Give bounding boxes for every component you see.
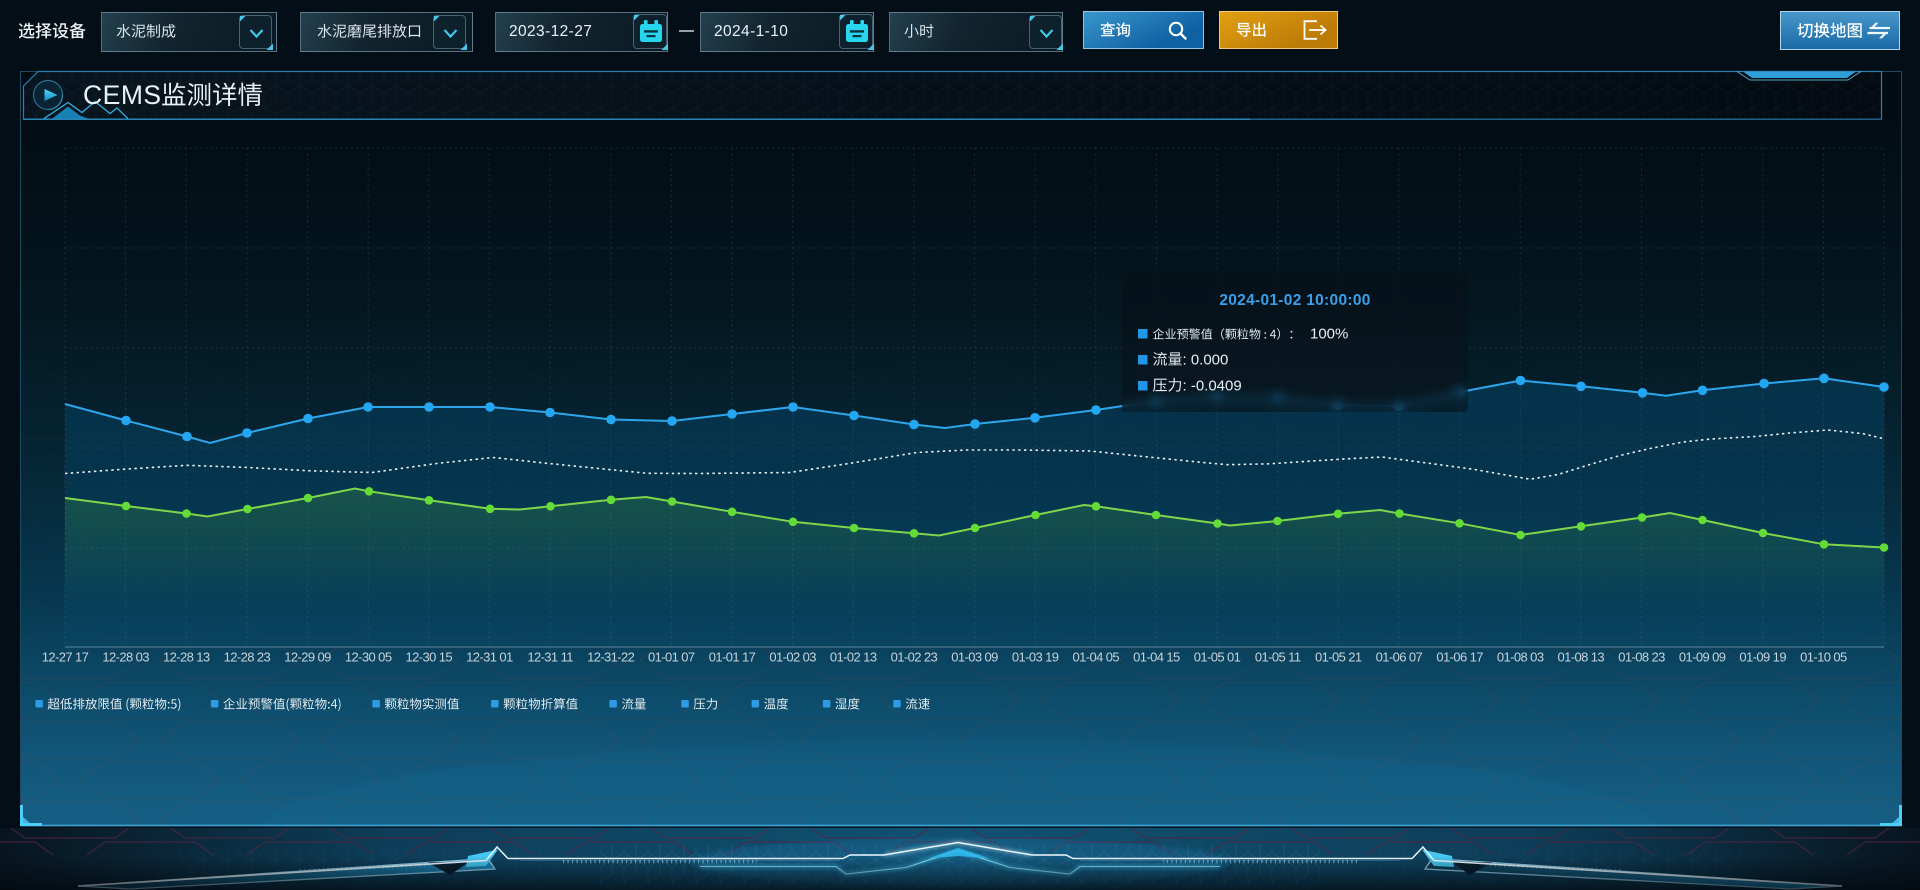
svg-text:01-08 03: 01-08 03 xyxy=(1497,650,1544,665)
svg-text:01-08 13: 01-08 13 xyxy=(1558,650,1605,665)
svg-text:CEMS: CEMS xyxy=(83,80,162,110)
svg-text:01-03 09: 01-03 09 xyxy=(951,650,998,665)
svg-text:01-06 07: 01-06 07 xyxy=(1376,650,1423,665)
svg-text:: -0.0409: : -0.0409 xyxy=(1183,377,1242,394)
svg-text:01-04 05: 01-04 05 xyxy=(1073,650,1120,665)
svg-text:01-02 23: 01-02 23 xyxy=(891,650,938,665)
svg-text:12-30 05: 12-30 05 xyxy=(345,650,392,665)
svg-text:01-08 23: 01-08 23 xyxy=(1618,650,1665,665)
svg-text:12-31-22: 12-31-22 xyxy=(587,650,635,665)
svg-text:01-02 13: 01-02 13 xyxy=(830,650,877,665)
svg-text:01-05 21: 01-05 21 xyxy=(1315,650,1362,665)
svg-text:01-09 19: 01-09 19 xyxy=(1739,650,1786,665)
svg-text:12-28 23: 12-28 23 xyxy=(224,650,271,665)
svg-text:12-28 13: 12-28 13 xyxy=(163,650,210,665)
svg-text:100%: 100% xyxy=(1310,325,1348,342)
svg-text:01-06 17: 01-06 17 xyxy=(1436,650,1483,665)
svg-text:01-05 01: 01-05 01 xyxy=(1194,650,1241,665)
svg-text:01-03 19: 01-03 19 xyxy=(1012,650,1059,665)
svg-text:12-30 15: 12-30 15 xyxy=(406,650,453,665)
svg-text:12-27 17: 12-27 17 xyxy=(42,650,89,665)
svg-text:01-05 11: 01-05 11 xyxy=(1255,650,1301,665)
svg-text:12-28 03: 12-28 03 xyxy=(102,650,149,665)
svg-text:01-09 09: 01-09 09 xyxy=(1679,650,1726,665)
svg-text:01-01 07: 01-01 07 xyxy=(648,650,695,665)
svg-text:01-04 15: 01-04 15 xyxy=(1133,650,1180,665)
svg-text:: 0.000: : 0.000 xyxy=(1183,351,1229,368)
svg-text:01-02 03: 01-02 03 xyxy=(769,650,816,665)
svg-text:12-31 11: 12-31 11 xyxy=(527,650,573,665)
svg-text:01-01 17: 01-01 17 xyxy=(709,650,756,665)
svg-text:01-10 05: 01-10 05 xyxy=(1800,650,1847,665)
svg-text:12-31 01: 12-31 01 xyxy=(466,650,513,665)
svg-text:12-29 09: 12-29 09 xyxy=(284,650,331,665)
